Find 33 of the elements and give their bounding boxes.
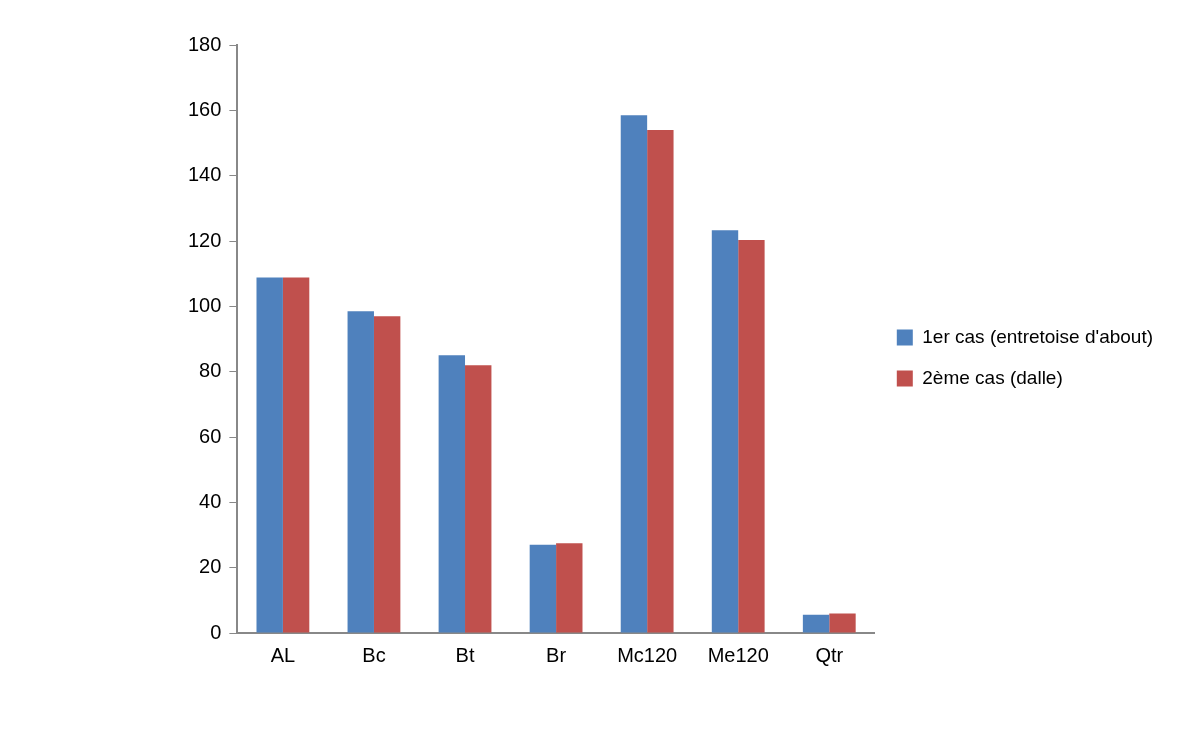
y-tick-label: 40 bbox=[199, 489, 222, 512]
bar bbox=[529, 544, 557, 633]
y-tick-label: 20 bbox=[199, 555, 222, 578]
y-tick-label: 160 bbox=[187, 97, 222, 120]
bar bbox=[738, 240, 765, 633]
legend-label: 2ème cas (dalle) bbox=[922, 366, 1063, 388]
y-tick-label: 140 bbox=[187, 163, 222, 186]
bar bbox=[438, 355, 466, 633]
bar bbox=[373, 316, 401, 633]
bar bbox=[711, 230, 739, 633]
x-tick-label: Br bbox=[546, 643, 567, 666]
y-tick-label: 180 bbox=[187, 32, 222, 55]
x-tick-label: Me120 bbox=[707, 643, 769, 666]
bar bbox=[256, 277, 283, 633]
bar bbox=[347, 311, 374, 633]
bar bbox=[556, 543, 583, 633]
x-tick-label: Qtr bbox=[815, 643, 844, 666]
y-tick-label: 0 bbox=[210, 620, 222, 643]
y-tick-label: 120 bbox=[187, 228, 222, 251]
x-tick-label: AL bbox=[270, 643, 296, 666]
bar bbox=[802, 614, 830, 633]
bar bbox=[620, 115, 648, 633]
x-tick-label: Bc bbox=[362, 643, 386, 666]
y-tick-label: 80 bbox=[199, 359, 222, 382]
y-tick-label: 100 bbox=[187, 293, 222, 316]
bar bbox=[465, 365, 492, 633]
bar bbox=[647, 129, 674, 633]
bar bbox=[282, 277, 310, 633]
x-tick-label: Bt bbox=[455, 643, 475, 666]
legend-label: 1er cas (entretoise d'about) bbox=[922, 325, 1153, 347]
x-tick-label: Mc120 bbox=[617, 643, 678, 666]
y-tick-label: 60 bbox=[199, 424, 222, 447]
bar bbox=[829, 613, 856, 633]
